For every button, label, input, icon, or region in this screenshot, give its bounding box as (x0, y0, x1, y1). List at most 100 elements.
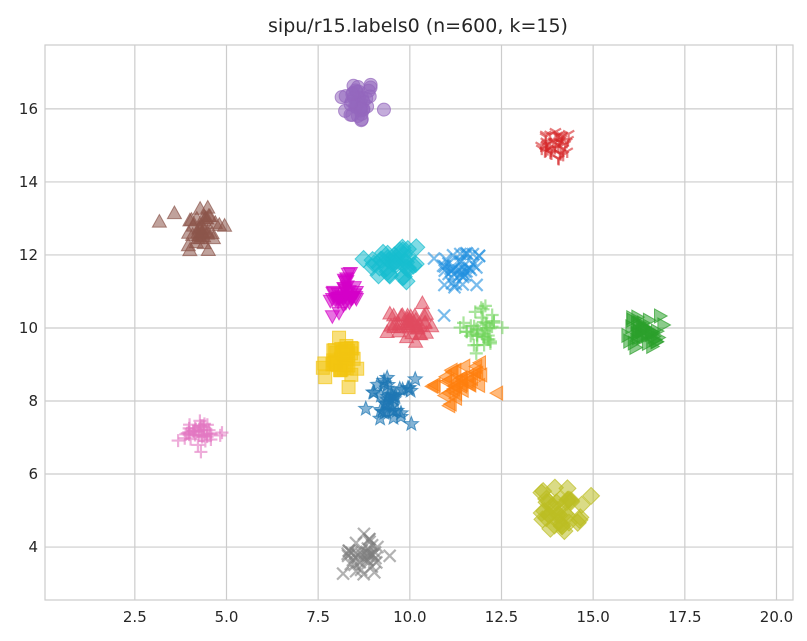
data-point (475, 326, 489, 340)
data-point (464, 329, 478, 343)
data-point (382, 305, 398, 320)
data-point (200, 241, 217, 256)
grid-lines (45, 45, 793, 600)
y-tick-label: 6 (28, 465, 38, 483)
data-point (426, 376, 441, 393)
data-point (383, 254, 403, 273)
y-tick-label: 8 (28, 392, 38, 410)
data-point (181, 241, 198, 257)
data-point (317, 356, 332, 371)
data-points (151, 77, 672, 581)
data-point (362, 532, 377, 546)
data-point (478, 299, 492, 313)
data-point (481, 332, 495, 346)
data-point (437, 308, 451, 323)
data-point (456, 260, 470, 274)
data-point (192, 200, 208, 215)
data-point (180, 224, 197, 239)
x-tick-label: 12.5 (485, 608, 518, 626)
data-point (326, 343, 341, 358)
data-point (468, 305, 482, 319)
data-point (453, 247, 468, 261)
data-point (459, 373, 474, 390)
x-tick-label: 7.5 (306, 608, 330, 626)
data-point (346, 553, 360, 567)
data-point (484, 334, 498, 348)
y-tick-label: 12 (19, 246, 38, 264)
data-point (416, 307, 432, 322)
data-point (383, 388, 401, 405)
data-point (414, 295, 431, 310)
data-point (357, 399, 375, 417)
data-point (354, 563, 368, 577)
data-point (571, 508, 590, 527)
data-point (657, 317, 672, 333)
data-point (151, 213, 168, 228)
x-tick-label: 2.5 (123, 608, 147, 626)
y-tick-label: 4 (28, 538, 38, 556)
data-point (495, 321, 509, 335)
data-point (333, 363, 348, 378)
y-tick-label: 14 (19, 173, 38, 191)
axes-frame (44, 44, 794, 601)
data-point (180, 426, 194, 440)
data-point (541, 144, 554, 156)
data-point (341, 380, 356, 395)
data-point (456, 358, 471, 374)
data-point (342, 544, 357, 558)
data-point (373, 243, 393, 263)
data-point (581, 486, 601, 506)
data-point (561, 135, 575, 147)
data-point (365, 383, 383, 400)
x-tick-label: 5.0 (215, 608, 239, 626)
data-point (199, 210, 215, 225)
data-point (446, 378, 461, 394)
data-point (470, 377, 486, 394)
x-tick-label: 20.0 (760, 608, 793, 626)
data-point (402, 415, 420, 432)
data-point (336, 273, 353, 288)
data-point (368, 551, 383, 565)
x-tick-label: 17.5 (668, 608, 701, 626)
data-point (427, 251, 441, 266)
data-point (384, 402, 402, 419)
data-point (383, 317, 399, 332)
data-point (406, 370, 424, 387)
data-point (192, 229, 209, 244)
data-point (375, 371, 393, 388)
data-point (347, 291, 364, 306)
data-point (195, 430, 209, 444)
data-point (171, 434, 185, 448)
data-point (406, 254, 425, 274)
data-point (561, 147, 574, 158)
y-tick-labels: 4 6 8 10 12 14 16 (19, 100, 38, 556)
data-point (215, 426, 229, 440)
data-point (339, 341, 354, 356)
data-point (391, 380, 409, 397)
data-point (558, 492, 577, 511)
data-point (558, 479, 577, 498)
data-point (631, 326, 646, 342)
data-point (485, 308, 499, 322)
data-point (331, 306, 347, 321)
data-point (369, 555, 384, 570)
data-point (626, 312, 641, 328)
data-point (436, 387, 451, 404)
data-point (487, 314, 501, 328)
data-point (545, 478, 565, 497)
data-point (469, 278, 484, 292)
data-point (471, 354, 486, 371)
data-point (488, 385, 504, 401)
x-tick-label: 10.0 (393, 608, 426, 626)
data-point (472, 249, 486, 263)
data-point (554, 149, 567, 161)
data-point (376, 102, 391, 117)
data-point (216, 217, 233, 232)
data-point (550, 131, 564, 142)
data-point (179, 427, 193, 441)
data-point (441, 397, 456, 414)
y-tick-label: 16 (19, 100, 38, 118)
data-point (446, 267, 461, 281)
data-point (545, 516, 564, 535)
